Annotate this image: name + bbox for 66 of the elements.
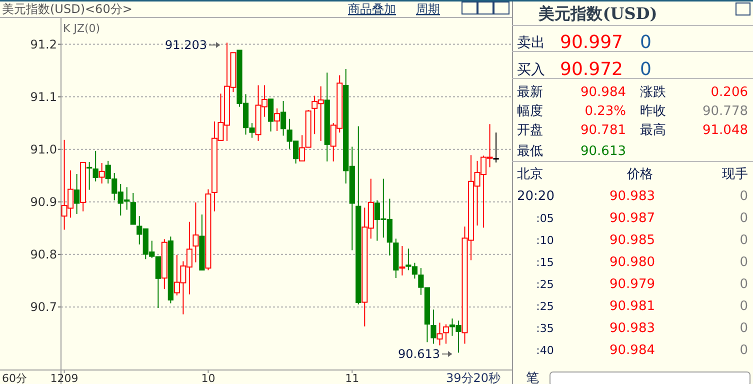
text: 0.206 [710,85,748,100]
text: 20:20 [517,189,554,204]
text: 0 [740,189,748,204]
text: 现手 [722,167,748,182]
text: 幅度 [517,103,543,119]
text: 最新 [517,85,543,100]
text: 90.781 [580,123,626,138]
text: 0 [640,59,652,80]
y-tick-label: 90.7 [30,300,57,314]
text: 买入 [517,62,545,78]
x-tick-label: 1209 [50,372,78,384]
text: 涨跌 [640,85,666,100]
text: 90.981 [610,299,655,314]
text: :35 [536,322,554,335]
text: 39分20秒 [446,371,501,384]
text: 0 [740,343,748,358]
text: 90.972 [560,59,623,80]
annotation: K JZ(0) [63,22,100,35]
text: 91.048 [702,123,748,138]
text: 0 [740,233,748,248]
text: 0 [740,211,748,226]
text: :05 [536,212,554,225]
text: 北京 [517,167,543,182]
text: 90.980 [610,255,655,270]
text: 90.984 [610,343,655,358]
text: 价格 [626,167,653,182]
text: 笔 [526,371,539,384]
chart-title: 美元指数(USD)<60分> [2,2,132,16]
text: :15 [536,256,554,269]
text: 0 [740,277,748,292]
text: 0 [740,255,748,270]
y-axis-title: 60分 [2,372,27,384]
text: 90.985 [610,233,655,248]
text: 商品叠加 [348,2,396,16]
annotation: 90.613 [398,347,440,361]
annotation: 91.203 [165,38,207,52]
y-tick-label: 91.1 [30,90,57,104]
x-tick-label: 11 [345,372,360,384]
text: 90.987 [610,211,655,226]
text: :40 [536,344,554,357]
x-tick-label: 10 [201,372,216,384]
text: :25 [536,278,554,291]
y-tick-label: 91.2 [30,37,57,52]
text: 90.984 [580,85,626,100]
text: 90.979 [610,277,655,292]
text: 美元指数(USD) [538,4,658,23]
text: 90.983 [610,321,655,336]
text: 开盘 [517,123,543,138]
text: 最高 [640,122,666,138]
text: 昨收 [640,104,666,119]
text: 卖出 [517,35,545,51]
text: :25 [536,300,554,313]
text: 0 [740,321,748,336]
text: 0 [640,32,652,53]
text: 90.778 [702,104,748,119]
text: 0 [740,299,748,314]
text: 最低 [517,144,543,159]
y-tick-label: 91.0 [30,142,57,156]
text: 周期 [416,2,440,16]
text: 0.23% [584,104,626,119]
y-tick-label: 90.9 [30,194,57,209]
text: :10 [536,234,554,247]
y-tick-label: 90.8 [30,247,57,262]
text: 90.997 [560,32,623,53]
text: 90.613 [580,144,626,159]
text: 90.983 [610,189,655,204]
